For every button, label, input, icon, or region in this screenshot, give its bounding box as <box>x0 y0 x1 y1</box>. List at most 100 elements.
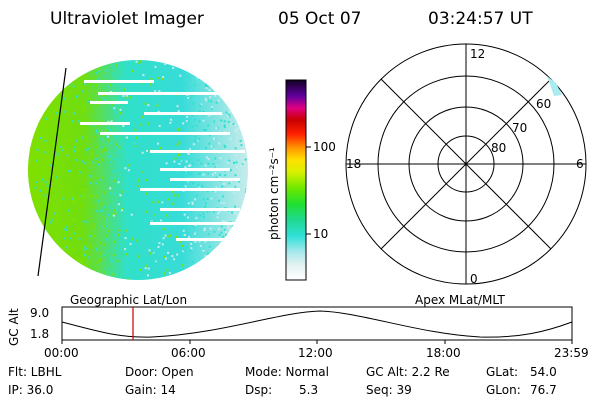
image-pixel <box>96 104 99 107</box>
image-pixel <box>208 80 211 83</box>
info-seq: Seq: 39 <box>366 383 412 397</box>
image-pixel <box>218 260 221 262</box>
image-pixel <box>170 182 173 185</box>
image-pixel <box>82 73 84 76</box>
image-pixel <box>215 186 218 189</box>
image-pixel <box>83 253 86 256</box>
image-pixel <box>194 198 197 201</box>
image-pixel <box>81 189 84 192</box>
image-pixel <box>57 85 60 88</box>
timeline-xtick-4: 23:59 <box>554 346 589 360</box>
image-pixel <box>39 189 42 192</box>
image-pixel <box>46 70 49 73</box>
image-pixel <box>166 235 169 238</box>
image-pixel <box>162 228 165 231</box>
timeline-plot <box>61 306 573 344</box>
image-pixel <box>44 264 47 267</box>
image-pixel <box>222 75 225 78</box>
image-pixel <box>67 209 70 212</box>
image-pixel <box>123 192 125 195</box>
image-pixel <box>52 100 55 102</box>
image-pixel <box>214 190 217 193</box>
image-pixel <box>110 207 113 210</box>
image-pixel <box>35 159 38 162</box>
image-pixel <box>55 207 58 210</box>
image-pixel <box>232 123 235 126</box>
image-pixel <box>188 165 191 167</box>
image-pixel <box>82 220 85 223</box>
image-pixel <box>81 90 84 93</box>
image-pixel <box>208 142 211 145</box>
image-pixel <box>203 229 206 232</box>
image-pixel <box>242 138 245 141</box>
image-pixel <box>59 198 62 201</box>
image-pixel <box>176 105 179 108</box>
image-pixel <box>28 180 31 183</box>
image-pixel <box>223 228 226 231</box>
image-pixel <box>76 227 79 230</box>
image-pixel <box>138 241 141 244</box>
image-pixel <box>88 129 91 132</box>
image-pixel <box>216 74 219 76</box>
image-pixel <box>101 158 104 161</box>
image-pixel <box>214 67 217 70</box>
image-pixel <box>58 250 61 253</box>
image-pixel <box>234 73 237 75</box>
image-pixel <box>36 148 39 151</box>
image-pixel <box>124 167 127 170</box>
image-pixel <box>196 76 199 79</box>
image-pixel <box>228 113 230 116</box>
image-pixel <box>127 164 130 167</box>
image-pixel <box>49 161 52 164</box>
image-pixel <box>53 68 56 71</box>
image-pixel <box>206 62 209 65</box>
image-pixel <box>81 260 84 263</box>
image-pixel <box>81 110 84 113</box>
image-pixel <box>123 88 126 91</box>
image-pixel <box>181 244 184 247</box>
image-pixel <box>47 123 50 126</box>
image-pixel <box>105 234 108 237</box>
image-pixel <box>96 84 98 87</box>
image-pixel <box>118 276 121 279</box>
image-pixel <box>96 276 99 279</box>
image-pixel <box>91 110 94 113</box>
image-pixel <box>152 118 155 120</box>
image-pixel <box>30 114 33 117</box>
image-pixel <box>113 209 115 212</box>
image-pixel <box>213 210 215 213</box>
image-pixel <box>177 64 180 67</box>
image-pixel <box>178 162 181 165</box>
colorbar: 100 10 photon cm⁻²s⁻¹ <box>267 79 336 281</box>
image-pixel <box>52 84 55 86</box>
image-pixel <box>242 161 245 164</box>
image-pixel <box>121 208 123 211</box>
image-pixel <box>60 196 63 199</box>
image-pixel <box>50 219 53 222</box>
image-pixel <box>149 252 152 255</box>
image-pixel <box>247 258 248 261</box>
image-pixel <box>157 110 160 113</box>
image-pixel <box>60 200 63 203</box>
image-pixel <box>132 181 135 184</box>
image-pixel <box>125 185 128 188</box>
image-pixel <box>141 167 144 170</box>
image-pixel <box>138 179 141 182</box>
image-pixel <box>200 62 203 65</box>
image-pixel <box>54 106 57 109</box>
image-pixel <box>144 267 147 270</box>
image-pixel <box>185 120 188 123</box>
image-pixel <box>82 204 85 207</box>
image-pixel <box>80 271 83 274</box>
image-pixel <box>37 244 39 247</box>
image-pixel <box>37 229 40 231</box>
image-pixel <box>50 69 52 72</box>
image-pixel <box>232 60 235 63</box>
image-pixel <box>77 197 80 200</box>
image-pixel <box>104 94 107 97</box>
image-pixel <box>114 74 117 77</box>
image-pixel <box>186 115 188 118</box>
image-pixel <box>101 177 104 179</box>
image-pixel <box>234 270 237 273</box>
